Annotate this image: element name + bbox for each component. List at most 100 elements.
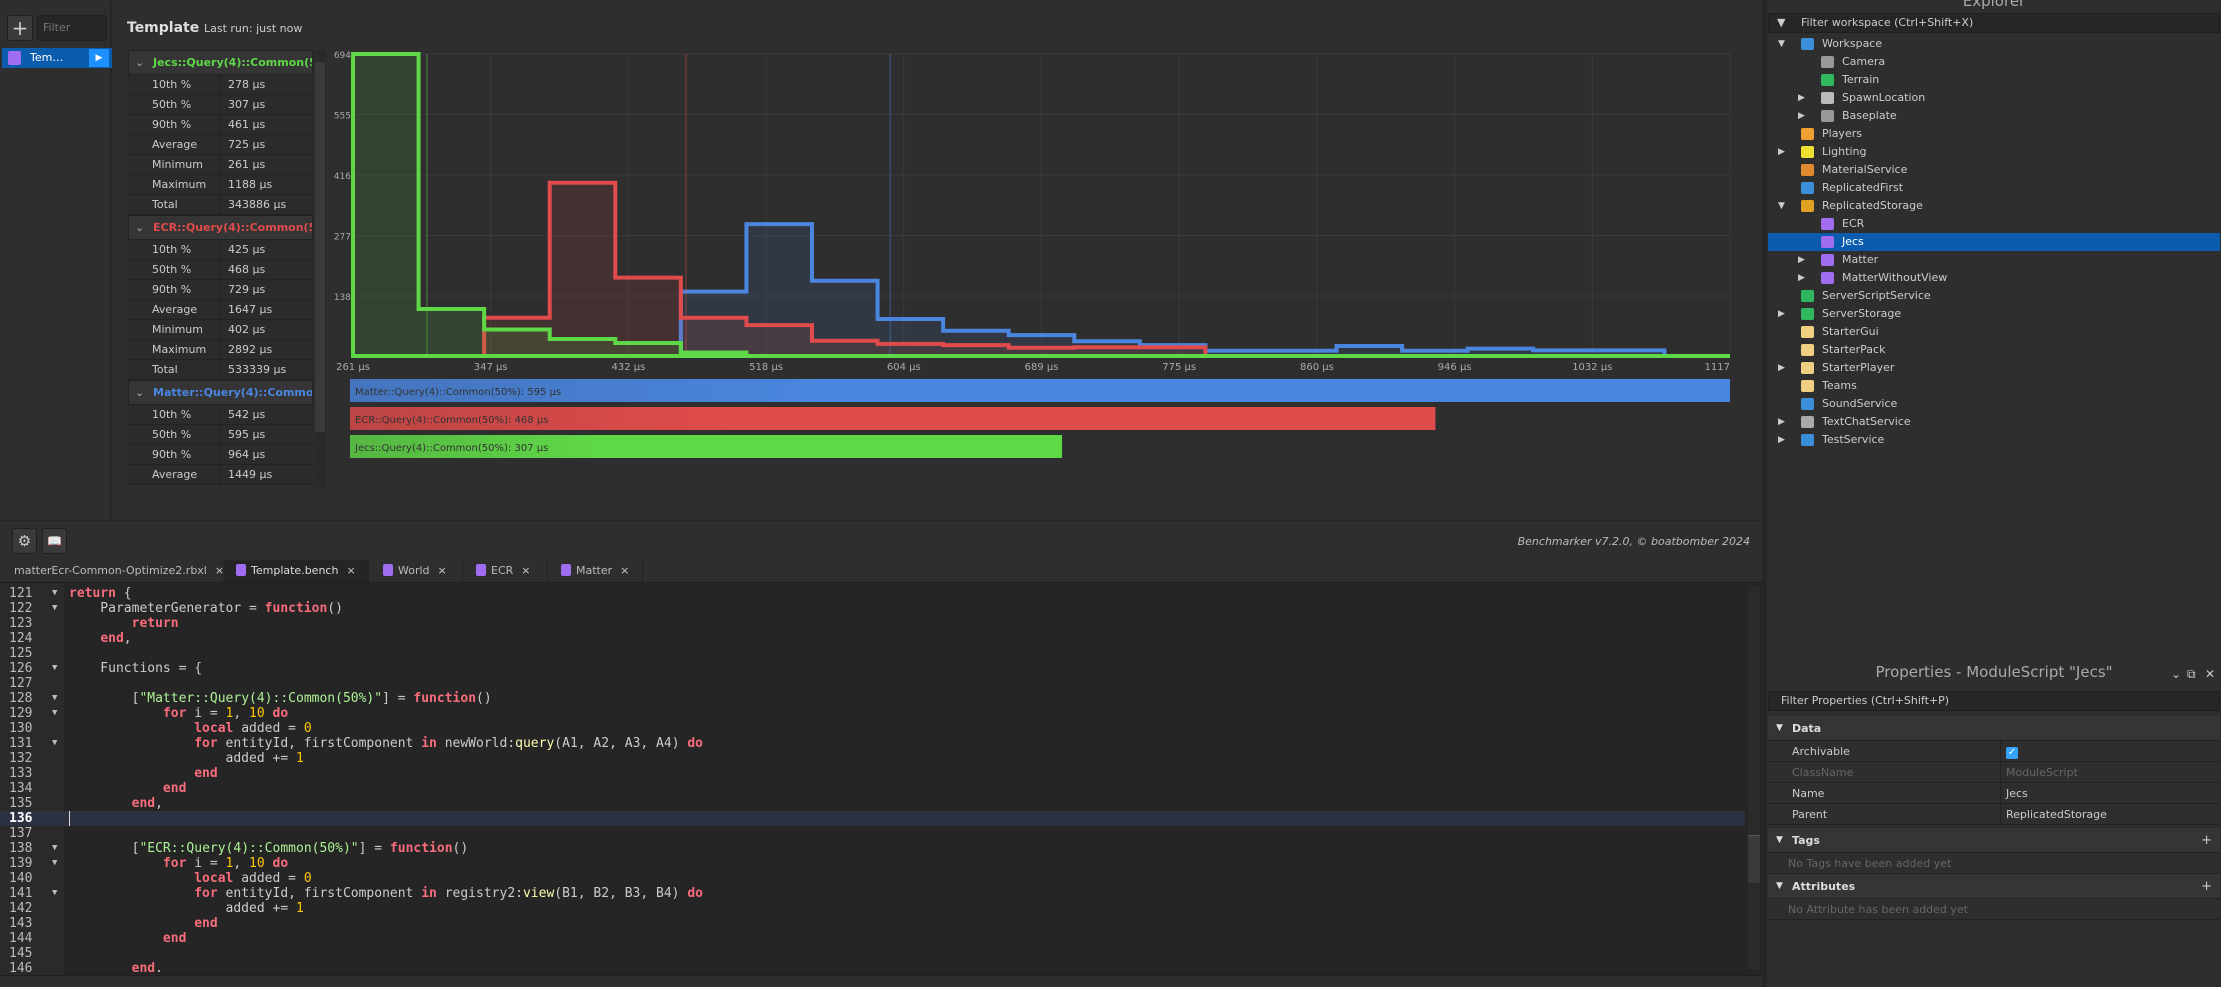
add-attribute-icon[interactable]: +: [2201, 879, 2212, 894]
close-tab-icon[interactable]: ×: [346, 564, 356, 577]
code-editor[interactable]: 121 ▼ return {122 ▼ ParameterGenerator = fu…: [0, 583, 1762, 975]
property-value[interactable]: ReplicatedStorage: [2000, 804, 2220, 825]
stat-value: 461 µs: [228, 118, 266, 131]
code-token: end: [131, 796, 156, 811]
test-icon: [1801, 434, 1814, 446]
collapsed-arrow-icon[interactable]: ▶: [1778, 435, 1785, 445]
expanded-arrow-icon[interactable]: ▼: [1778, 201, 1785, 211]
explorer-item-teams[interactable]: Teams: [1768, 377, 2220, 395]
collapsed-arrow-icon[interactable]: ▶: [1798, 111, 1805, 121]
run-benchmark-button[interactable]: ▶: [89, 49, 109, 67]
explorer-item-workspace[interactable]: ▼ Workspace: [1768, 35, 2220, 53]
close-icon[interactable]: ✕: [2205, 667, 2216, 681]
code-token: i =: [186, 856, 226, 871]
explorer-item-terrain[interactable]: Terrain: [1768, 71, 2220, 89]
fold-arrow-icon[interactable]: ▼: [52, 858, 58, 868]
benchmark-filter-input[interactable]: Filter: [37, 15, 107, 41]
explorer-item-testservice[interactable]: ▶ TestService: [1768, 431, 2220, 449]
credit-text: Benchmarker v7.2.0, © boatbomber 2024: [1517, 535, 1750, 548]
stats-row: Maximum 1188 µs: [128, 175, 313, 195]
editor-scrollbar[interactable]: [1748, 586, 1760, 970]
properties-filter-input[interactable]: Filter Properties (Ctrl+Shift+P): [1768, 691, 2220, 711]
collapsed-arrow-icon[interactable]: ▶: [1798, 93, 1805, 103]
explorer-item-serverscriptservice[interactable]: ServerScriptService: [1768, 287, 2220, 305]
stats-scrollbar-thumb[interactable]: [315, 62, 325, 432]
benchmark-item-template[interactable]: Tem… ▶: [2, 48, 112, 68]
stats-group-header[interactable]: ⌄ Matter::Query(4)::Common(50%): [128, 380, 313, 405]
fold-arrow-icon[interactable]: ▼: [52, 603, 58, 613]
fold-arrow-icon[interactable]: ▼: [52, 738, 58, 748]
code-token: [69, 736, 194, 751]
explorer-item-lighting[interactable]: ▶ Lighting: [1768, 143, 2220, 161]
code-token: local: [194, 871, 234, 886]
filter-icon[interactable]: ▼: [1777, 16, 1786, 29]
explorer-item-label: Matter: [1842, 253, 1879, 266]
property-value[interactable]: ✓: [2000, 741, 2220, 762]
explorer-item-matter[interactable]: ▶ Matter: [1768, 251, 2220, 269]
property-row-archivable[interactable]: Archivable ✓: [1768, 741, 2220, 762]
explorer-item-camera[interactable]: Camera: [1768, 53, 2220, 71]
explorer-item-ecr[interactable]: ECR: [1768, 215, 2220, 233]
explorer-item-replicatedfirst[interactable]: ReplicatedFirst: [1768, 179, 2220, 197]
x-tick-label: 518 µs: [749, 362, 783, 373]
section-tags[interactable]: ▼ Tags +: [1768, 828, 2220, 853]
stats-group-header[interactable]: ⌄ Jecs::Query(4)::Common(50%): [128, 50, 313, 75]
add-tag-icon[interactable]: +: [2201, 833, 2212, 848]
close-tab-icon[interactable]: ×: [437, 564, 447, 577]
explorer-item-baseplate[interactable]: ▶ Baseplate: [1768, 107, 2220, 125]
collapsed-arrow-icon[interactable]: ▶: [1778, 363, 1785, 373]
collapsed-arrow-icon[interactable]: ▶: [1778, 309, 1785, 319]
explorer-item-soundservice[interactable]: SoundService: [1768, 395, 2220, 413]
close-tab-icon[interactable]: ×: [214, 564, 225, 577]
section-data[interactable]: ▼ Data: [1768, 716, 2220, 741]
explorer-item-materialservice[interactable]: MaterialService: [1768, 161, 2220, 179]
chevron-down-icon[interactable]: ⌄: [2171, 667, 2182, 681]
editor-tab[interactable]: ECR ×: [464, 560, 548, 582]
collapsed-arrow-icon[interactable]: ▶: [1778, 147, 1785, 157]
fold-arrow-icon[interactable]: ▼: [52, 663, 58, 673]
archivable-checkbox[interactable]: ✓: [2006, 747, 2018, 759]
property-value-text: ModuleScript: [2006, 766, 2078, 779]
explorer-item-starterpack[interactable]: StarterPack: [1768, 341, 2220, 359]
fold-arrow-icon[interactable]: ▼: [52, 588, 58, 598]
explorer-item-startergui[interactable]: StarterGui: [1768, 323, 2220, 341]
explorer-item-matterwithoutview[interactable]: ▶ MatterWithoutView: [1768, 269, 2220, 287]
explorer-item-serverstorage[interactable]: ▶ ServerStorage: [1768, 305, 2220, 323]
undock-icon[interactable]: ⧉: [2187, 667, 2196, 681]
editor-scrollbar-thumb[interactable]: [1748, 835, 1760, 883]
fold-arrow-icon[interactable]: ▼: [52, 888, 58, 898]
add-benchmark-button[interactable]: +: [7, 15, 33, 41]
explorer-item-replicatedstorage[interactable]: ▼ ReplicatedStorage: [1768, 197, 2220, 215]
explorer-item-spawnlocation[interactable]: ▶ SpawnLocation: [1768, 89, 2220, 107]
stats-group-name: Matter::Query(4)::Common(50%): [153, 386, 313, 399]
property-row-classname[interactable]: ClassName ModuleScript: [1768, 762, 2220, 783]
collapse-arrow-icon: ▼: [1776, 881, 1783, 891]
explorer-item-players[interactable]: Players: [1768, 125, 2220, 143]
editor-tab[interactable]: matterEcr-Common-Optimize2.rbxl ×: [2, 560, 225, 582]
fold-arrow-icon[interactable]: ▼: [52, 708, 58, 718]
fold-arrow-icon[interactable]: ▼: [52, 693, 58, 703]
property-row-parent[interactable]: Parent ReplicatedStorage: [1768, 804, 2220, 825]
editor-tab[interactable]: Matter ×: [549, 560, 643, 582]
explorer-filter-input[interactable]: ▼ Filter workspace (Ctrl+Shift+X): [1768, 13, 2220, 33]
collapsed-arrow-icon[interactable]: ▶: [1798, 273, 1805, 283]
explorer-item-starterplayer[interactable]: ▶ StarterPlayer: [1768, 359, 2220, 377]
settings-button[interactable]: ⚙: [12, 528, 37, 554]
property-value[interactable]: Jecs: [2000, 783, 2220, 804]
fold-arrow-icon[interactable]: ▼: [52, 843, 58, 853]
collapsed-arrow-icon[interactable]: ▶: [1798, 255, 1805, 265]
explorer-item-textchatservice[interactable]: ▶ TextChatService: [1768, 413, 2220, 431]
property-row-name[interactable]: Name Jecs: [1768, 783, 2220, 804]
expanded-arrow-icon[interactable]: ▼: [1778, 39, 1785, 49]
stats-row: Average 1449 µs: [128, 465, 313, 485]
close-tab-icon[interactable]: ×: [620, 564, 630, 577]
editor-tab[interactable]: World ×: [371, 560, 463, 582]
docs-button[interactable]: 📖: [42, 528, 67, 554]
stats-group-header[interactable]: ⌄ ECR::Query(4)::Common(50%): [128, 215, 313, 240]
explorer-item-jecs[interactable]: Jecs: [1768, 233, 2220, 251]
close-tab-icon[interactable]: ×: [521, 564, 531, 577]
panel-divider[interactable]: [1762, 0, 1767, 987]
section-attributes[interactable]: ▼ Attributes +: [1768, 874, 2220, 899]
collapsed-arrow-icon[interactable]: ▶: [1778, 417, 1785, 427]
editor-tab[interactable]: Template.bench ×: [224, 560, 369, 582]
